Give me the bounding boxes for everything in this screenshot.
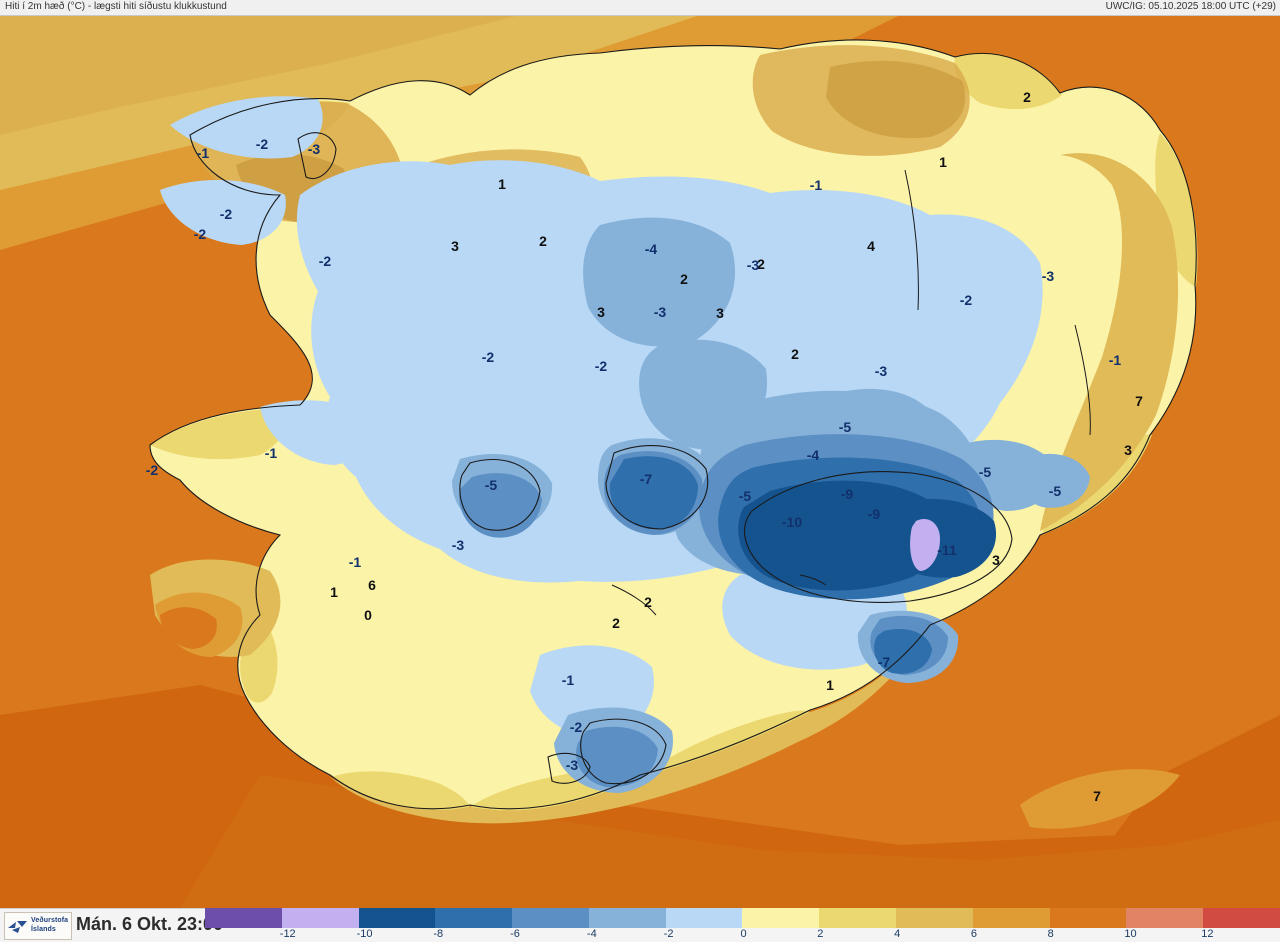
coldest-core-violet — [910, 519, 940, 571]
colorbar-tick-label: 12 — [1201, 928, 1214, 940]
colorbar-tick-label: 0 — [740, 928, 747, 940]
valid-time-label: Mán. 6 Okt. 23:00 — [76, 914, 224, 934]
colorbar-tick-label: 6 — [970, 928, 977, 940]
colorbar-tick-label: -2 — [663, 928, 674, 940]
land-east-warm — [1040, 153, 1179, 532]
colorbar-swatch[interactable] — [358, 908, 436, 928]
colorbar-swatch[interactable] — [281, 908, 359, 928]
colorbar-swatch[interactable] — [665, 908, 743, 928]
colorbar-swatch[interactable] — [1049, 908, 1127, 928]
colorbar-swatch[interactable] — [588, 908, 666, 928]
header-bar: Hiti í 2m hæð (°C) - lægsti hiti síðustu… — [0, 0, 1280, 16]
colorbar-tick-label: -8 — [433, 928, 444, 940]
vedurstofa-logo[interactable]: Veðurstofa Íslands — [4, 912, 72, 940]
logo-line-2: Íslands — [31, 926, 56, 933]
colorbar-swatch[interactable] — [1203, 908, 1280, 928]
ocean-patch-7 — [1020, 769, 1180, 829]
map-canvas — [0, 15, 1280, 908]
logo-line-1: Veðurstofa — [31, 917, 69, 924]
colorbar-swatch[interactable] — [435, 908, 513, 928]
colorbar-swatch[interactable] — [1126, 908, 1204, 928]
page-title: Hiti í 2m hæð (°C) - lægsti hiti síðustu… — [5, 1, 227, 12]
land-band-sw-warmest — [160, 607, 217, 649]
colorbar-swatch[interactable] — [819, 908, 897, 928]
colorbar-swatch[interactable] — [896, 908, 973, 928]
colorbar-swatch[interactable] — [512, 908, 589, 928]
colorbar-tick-label: -12 — [279, 928, 296, 940]
cool-band-minus10-minus8 — [738, 480, 997, 591]
colorbar-ticks: -12 -10 -8 -6 -4 -2 0 2 4 6 8 10 12 — [205, 928, 1280, 942]
colorbar-swatch[interactable] — [742, 908, 820, 928]
colorbar-swatch[interactable] — [972, 908, 1050, 928]
colorbar-tick-label: 8 — [1047, 928, 1054, 940]
highland-ne-warm2 — [826, 60, 966, 139]
colorbar-tick-label: -6 — [510, 928, 520, 940]
ocean-band-east — [1010, 75, 1280, 908]
colorbar-swatch[interactable] — [205, 908, 282, 928]
colorbar-tick-label: -4 — [586, 928, 597, 940]
temperature-map[interactable] — [0, 15, 1280, 908]
colorbar-tick-label: 4 — [894, 928, 901, 940]
ocean-band-n2 — [0, 15, 520, 135]
wind-arrow-icon — [8, 921, 27, 933]
colorbar-tick-label: 10 — [1124, 928, 1137, 940]
coastline-contours — [149, 39, 1197, 810]
colorbar-tick-label: 2 — [817, 928, 824, 940]
colorbar-tick-label: -10 — [356, 928, 373, 940]
colorbar[interactable] — [205, 908, 1280, 928]
model-run-info: UWC/IG: 05.10.2025 18:00 UTC (+29) — [1105, 1, 1276, 12]
